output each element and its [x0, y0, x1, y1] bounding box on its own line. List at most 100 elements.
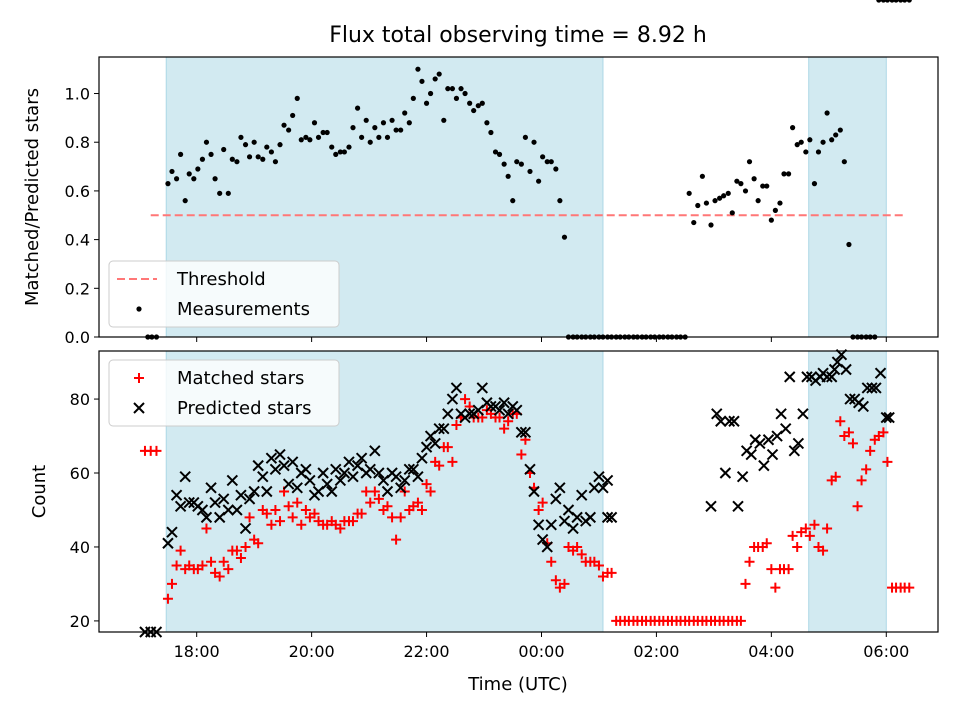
data-point — [182, 198, 188, 204]
data-point — [524, 463, 536, 476]
data-point — [567, 522, 579, 535]
data-point — [820, 139, 826, 145]
data-point — [735, 615, 746, 626]
data-point — [222, 504, 235, 516]
data-point — [715, 415, 727, 427]
data-point — [728, 415, 740, 427]
data-point — [381, 485, 394, 498]
data-point — [365, 497, 376, 508]
data-point — [571, 511, 583, 524]
data-point — [412, 497, 423, 508]
legend-swatch — [136, 306, 142, 312]
data-point — [878, 427, 889, 438]
data-point — [874, 367, 887, 379]
data-point — [390, 471, 402, 483]
data-point — [736, 471, 749, 483]
data-point — [278, 459, 290, 472]
data-point — [281, 122, 287, 128]
data-point — [260, 156, 266, 162]
data-point — [889, 0, 895, 3]
data-point — [317, 467, 329, 479]
data-point — [766, 564, 777, 575]
data-point — [186, 171, 192, 177]
data-point — [410, 95, 416, 101]
data-point — [528, 485, 540, 498]
data-point — [597, 482, 609, 494]
data-point — [195, 166, 201, 172]
data-point — [275, 516, 286, 527]
data-point — [751, 176, 757, 182]
data-point — [387, 512, 398, 523]
data-point — [462, 90, 468, 97]
data-point — [837, 127, 843, 133]
data-point — [248, 485, 260, 498]
data-point — [246, 154, 253, 160]
data-point — [300, 504, 311, 515]
data-point — [847, 438, 858, 449]
legend-label: Threshold — [176, 269, 266, 290]
data-point — [902, 0, 908, 3]
data-point — [725, 190, 731, 196]
data-point — [857, 400, 870, 413]
data-point — [341, 149, 347, 155]
data-point — [893, 0, 899, 3]
data-point — [214, 571, 225, 582]
data-point — [557, 198, 563, 204]
data-point — [531, 139, 537, 145]
data-point — [458, 86, 464, 92]
data-point — [402, 110, 408, 116]
data-point — [242, 142, 249, 148]
data-point — [337, 149, 343, 155]
data-point — [217, 493, 230, 505]
data-point — [162, 593, 173, 604]
data-point — [572, 541, 583, 552]
data-point — [471, 107, 477, 114]
data-point — [770, 582, 781, 593]
data-point — [343, 456, 355, 468]
data-point — [223, 564, 234, 575]
data-point — [561, 234, 568, 240]
data-point — [441, 117, 447, 123]
data-point — [463, 408, 476, 420]
y-tick-label: 60 — [70, 464, 90, 483]
data-point — [541, 541, 553, 553]
data-point — [294, 95, 300, 101]
data-point — [758, 459, 770, 472]
data-point — [166, 578, 177, 589]
data-point — [745, 448, 757, 461]
data-point — [803, 149, 809, 155]
data-point — [904, 582, 915, 593]
data-point — [398, 127, 404, 133]
data-point — [203, 139, 210, 145]
data-point — [691, 219, 697, 226]
data-point — [420, 441, 433, 453]
data-point — [406, 120, 412, 126]
data-point — [283, 501, 294, 512]
y-tick-label: 40 — [70, 538, 90, 557]
data-point — [766, 448, 779, 461]
data-point — [321, 478, 333, 490]
data-point — [240, 541, 251, 552]
data-point — [576, 489, 588, 501]
data-point — [234, 159, 240, 165]
data-point — [369, 445, 381, 457]
data-point — [511, 404, 523, 416]
x-tick-label: 04:00 — [748, 642, 794, 661]
legend-label: Measurements — [177, 299, 310, 320]
data-point — [432, 76, 438, 82]
data-point — [818, 545, 829, 556]
data-point — [828, 363, 841, 376]
data-point — [433, 422, 445, 435]
data-point — [840, 363, 852, 376]
data-point — [226, 474, 239, 487]
legend-label: Matched stars — [177, 368, 304, 389]
data-point — [484, 120, 490, 126]
data-point — [384, 134, 391, 140]
data-point — [221, 146, 227, 153]
data-point — [421, 479, 432, 490]
data-point — [419, 78, 425, 84]
data-point — [212, 176, 218, 182]
data-point — [257, 471, 269, 483]
data-point — [775, 408, 787, 420]
data-point — [870, 382, 882, 394]
